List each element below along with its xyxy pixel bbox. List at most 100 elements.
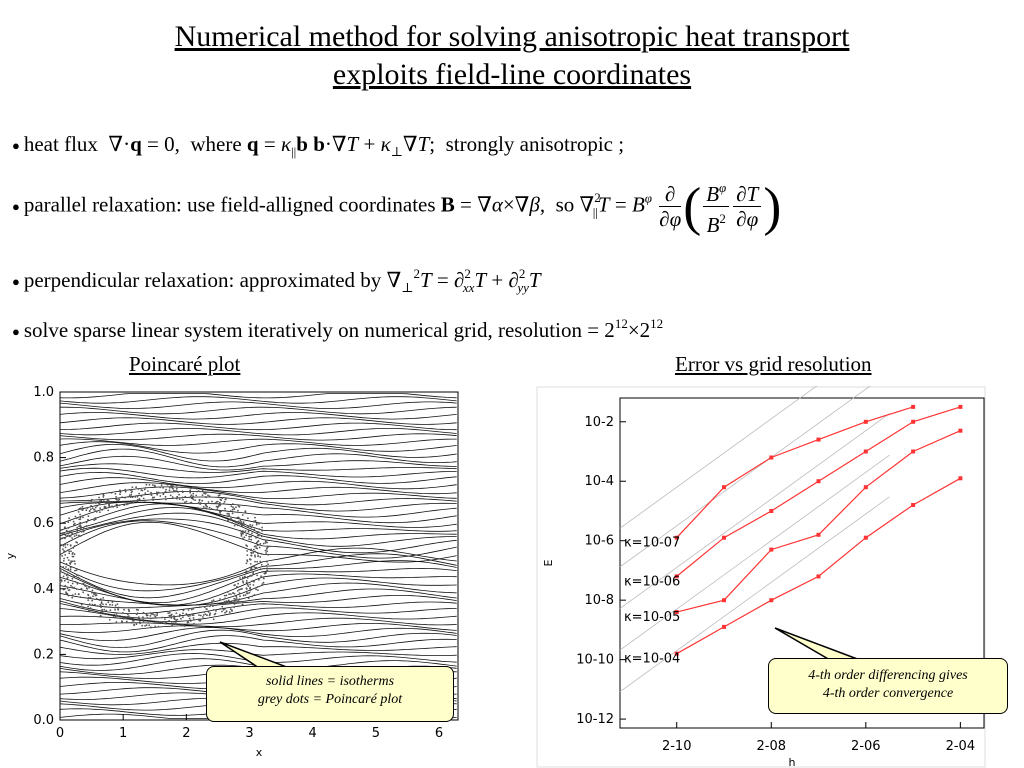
- poincare-dot: [248, 538, 251, 541]
- poincare-dot: [222, 608, 225, 611]
- poincare-dot: [249, 558, 252, 561]
- poincare-dot: [227, 599, 230, 602]
- poincare-dot: [90, 500, 93, 502]
- poincare-dot: [193, 622, 195, 625]
- poincare-dot: [69, 519, 72, 522]
- poincare-dot: [212, 599, 215, 602]
- poincare-dot: [254, 550, 257, 553]
- poincare-dot: [94, 510, 97, 512]
- poincare-dot: [71, 594, 74, 596]
- poincare-dot: [85, 521, 88, 524]
- poincare-dot: [115, 613, 118, 615]
- poincare-dot: [212, 605, 214, 607]
- poincare-dot: [98, 500, 101, 503]
- poincare-dot: [267, 563, 269, 566]
- poincare-dot: [192, 498, 195, 501]
- y-tick-label: 0.6: [33, 516, 54, 531]
- poincare-dot: [118, 504, 121, 507]
- poincare-dot: [256, 574, 258, 577]
- poincare-dot: [88, 603, 91, 606]
- poincare-dot: [185, 500, 188, 503]
- poincare-dot: [73, 522, 76, 525]
- poincare-dot: [70, 584, 72, 587]
- y-tick-label: 0.4: [33, 582, 54, 597]
- poincare-dot: [71, 555, 74, 558]
- poincare-dot: [152, 496, 154, 499]
- poincare-dot: [266, 541, 268, 544]
- poincare-dot: [223, 501, 226, 503]
- poincare-dot: [170, 613, 173, 616]
- poincare-dot: [103, 506, 106, 509]
- poincare-dot: [171, 486, 173, 489]
- poincare-dot: [240, 535, 243, 537]
- poincare-dot: [141, 624, 144, 627]
- poincare-dot: [255, 523, 258, 526]
- y-axis-label: y: [4, 552, 17, 559]
- isotherm-line: [60, 406, 457, 415]
- poincare-dot: [208, 495, 211, 498]
- poincare-dot: [165, 498, 167, 501]
- poincare-dot: [254, 519, 257, 522]
- error-point: [722, 485, 726, 490]
- isotherm-line: [60, 617, 457, 627]
- poincare-dot: [249, 563, 252, 565]
- poincare-dot: [228, 601, 231, 604]
- poincare-dot: [256, 544, 259, 547]
- x-axis-label: x: [256, 746, 263, 759]
- poincare-dot: [266, 560, 268, 563]
- poincare-dot: [117, 615, 119, 618]
- poincare-dot: [78, 534, 80, 537]
- poincare-dot: [208, 506, 211, 509]
- poincare-dot: [201, 499, 204, 502]
- poincare-dot: [91, 591, 93, 594]
- poincare-dot: [62, 575, 65, 578]
- poincare-dot: [265, 552, 267, 554]
- poincare-dot: [71, 533, 74, 535]
- poincare-dot: [227, 519, 230, 522]
- poincare-dot: [239, 522, 242, 525]
- poincare-dot: [191, 614, 194, 616]
- y-tick-label: 10-2: [584, 415, 614, 430]
- poincare-dot: [115, 503, 118, 506]
- caption-error: Error vs grid resolution: [675, 352, 872, 376]
- poincare-dot: [247, 517, 249, 520]
- x-tick-label: 1: [119, 726, 127, 741]
- poincare-dot: [242, 580, 244, 583]
- poincare-dot: [254, 556, 256, 558]
- poincare-dot: [221, 605, 224, 608]
- poincare-dot: [126, 615, 129, 618]
- poincare-dot: [251, 524, 254, 527]
- poincare-dot: [228, 512, 230, 515]
- poincare-dot: [111, 505, 113, 508]
- poincare-dot: [91, 589, 94, 592]
- poincare-dot: [148, 484, 151, 486]
- poincare-dot: [199, 614, 202, 617]
- poincare-dot: [92, 595, 94, 598]
- poincare-dot: [154, 616, 157, 619]
- reference-line: [619, 413, 890, 609]
- poincare-dot: [80, 587, 83, 590]
- poincare-dot: [109, 603, 111, 606]
- poincare-dot: [208, 605, 211, 608]
- poincare-dot: [255, 588, 257, 591]
- poincare-dot: [245, 562, 248, 565]
- poincare-dot: [100, 606, 102, 609]
- error-point: [958, 404, 963, 409]
- poincare-dot: [193, 487, 196, 490]
- poincare-dot: [168, 620, 171, 622]
- poincare-dot: [69, 566, 72, 569]
- error-point: [863, 535, 868, 540]
- poincare-dot: [138, 618, 141, 620]
- poincare-dot: [116, 603, 119, 605]
- poincare-dot: [258, 528, 261, 531]
- poincare-dot: [67, 559, 70, 561]
- poincare-dot: [117, 500, 120, 502]
- poincare-dot: [237, 516, 240, 519]
- poincare-dot: [63, 569, 65, 572]
- isotherm-line: [59, 467, 457, 479]
- poincare-dot: [247, 585, 250, 587]
- poincare-dot: [259, 560, 262, 563]
- poincare-dot: [175, 484, 178, 487]
- poincare-dot: [257, 552, 259, 555]
- poincare-dot: [71, 586, 74, 589]
